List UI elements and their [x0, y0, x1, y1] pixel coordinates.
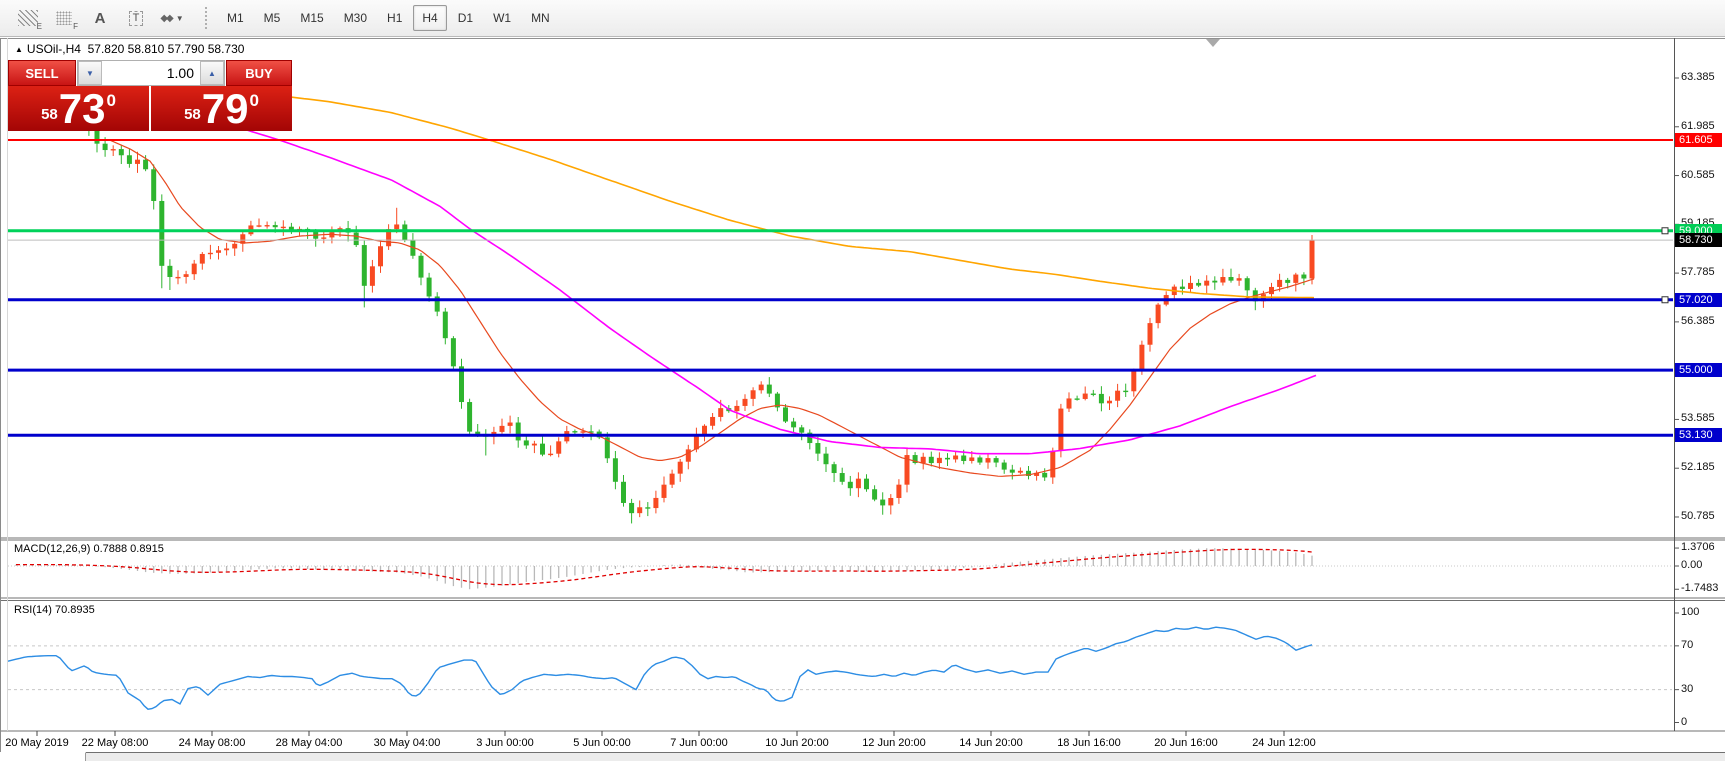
timeframe-D1[interactable]: D1	[457, 11, 474, 25]
date-axis-label: 20 May 2019	[5, 737, 69, 749]
price-axis-label: 56.385	[1681, 314, 1715, 327]
price-line-badge: 57.020	[1675, 292, 1722, 307]
shapes-icon[interactable]: ◆◆ ▼	[160, 12, 184, 24]
date-axis-label: 20 Jun 16:00	[1154, 737, 1218, 749]
price-line-badge: 53.130	[1675, 428, 1722, 443]
ma-mid-line	[239, 127, 1317, 455]
date-axis-label: 18 Jun 16:00	[1057, 737, 1121, 749]
price-axis-label: 53.585	[1681, 412, 1715, 425]
price-line-badge: 55.000	[1675, 363, 1722, 378]
volume-increase-button[interactable]: ▲	[200, 61, 224, 85]
price-line-badge: 61.605	[1675, 133, 1722, 147]
timeframe-MN[interactable]: MN	[531, 11, 550, 25]
price-axis-label: 63.385	[1681, 71, 1715, 83]
timeframe-H1[interactable]: H1	[387, 11, 403, 25]
date-axis-label: 30 May 04:00	[373, 737, 441, 749]
sell-price-button[interactable]: 58 73 0	[8, 86, 149, 131]
price-axis-label: 50.785	[1681, 509, 1715, 522]
volume-decrease-button[interactable]: ▼	[78, 61, 102, 85]
chart-title: ▲ USOil-,H4 57.820 58.810 57.790 58.730	[15, 42, 244, 56]
rsi-line	[7, 626, 1313, 710]
line-handle	[1661, 227, 1669, 235]
chevron-down-icon: ▼	[175, 13, 184, 23]
price-line-badge: 58.730	[1675, 233, 1722, 248]
volume-input[interactable]: 1.00	[166, 65, 194, 81]
date-axis-label: 10 Jun 20:00	[765, 737, 829, 749]
next-window-edge	[0, 752, 1725, 761]
price-axis-label: 60.585	[1681, 168, 1715, 181]
macd-label: MACD(12,26,9) 0.7888 0.8915	[14, 543, 164, 555]
ma-fast-line	[109, 139, 1315, 477]
rsi-pane-layer	[7, 626, 1672, 710]
shift-marker-icon	[1206, 39, 1220, 47]
one-click-trade-panel: SELL ▼ 1.00 ▲ BUY 58 73 0 58 79 0	[8, 60, 292, 131]
buy-button[interactable]: BUY	[226, 60, 292, 86]
timeframe-M1[interactable]: M1	[227, 11, 244, 25]
main-pane-layer	[8, 80, 1673, 524]
price-axis-label: 52.185	[1681, 461, 1715, 474]
next-window-corner	[0, 752, 86, 761]
macd-values: 0.7888 0.8915	[93, 543, 164, 555]
rsi-label: RSI(14) 70.8935	[14, 604, 95, 616]
timeframe-W1[interactable]: W1	[493, 11, 512, 25]
symbol-period: USOil-,H4	[26, 42, 81, 56]
date-axis-label: 24 May 08:00	[178, 737, 246, 749]
pane-borders	[0, 38, 1725, 761]
timeframe-M15[interactable]: M15	[300, 11, 324, 25]
sell-button[interactable]: SELL	[8, 60, 76, 86]
date-axis-label: 5 Jun 00:00	[573, 737, 631, 749]
chart-window[interactable]	[0, 38, 1725, 753]
rsi-axis-label: 0	[1681, 715, 1688, 728]
rsi-axis-label: 100	[1681, 606, 1700, 618]
date-axis-label: 22 May 08:00	[81, 737, 149, 749]
hatch-pattern-icon[interactable]: E	[12, 4, 44, 32]
timeframe-H4[interactable]: H4	[413, 5, 447, 31]
collapse-arrow-icon[interactable]: ▲	[15, 45, 23, 54]
date-axis-label: 24 Jun 12:00	[1252, 737, 1316, 749]
candles-layer	[13, 80, 1315, 524]
rsi-axis-label: 70	[1681, 638, 1694, 651]
rsi-axis-label: 30	[1681, 682, 1694, 695]
ma-slow-line	[267, 93, 1315, 299]
macd-pane-layer	[8, 548, 1672, 590]
timeframe-buttons: M1 M5 M15 M30 H1 H4 D1 W1 MN	[217, 5, 560, 31]
grid-icon[interactable]: F	[48, 4, 80, 32]
date-axis-label: 14 Jun 20:00	[959, 737, 1023, 749]
macd-axis-label: 0.00	[1681, 559, 1703, 571]
date-axis-label: 7 Jun 00:00	[670, 737, 728, 749]
toolbar-grip[interactable]	[204, 6, 209, 30]
price-axis-label: 61.985	[1681, 119, 1715, 132]
ohlc-values: 57.820 58.810 57.790 58.730	[87, 42, 245, 56]
price-axis-label: 57.785	[1681, 266, 1715, 279]
line-handle	[1661, 296, 1669, 304]
buy-price-button[interactable]: 58 79 0	[151, 86, 292, 131]
timeframe-M30[interactable]: M30	[343, 11, 368, 25]
volume-box: ▼ 1.00 ▲	[77, 60, 225, 86]
date-axis-label: 3 Jun 00:00	[476, 737, 534, 749]
macd-axis-label: 1.3706	[1681, 541, 1715, 554]
text-label-icon[interactable]: A	[94, 9, 106, 27]
textbox-icon[interactable]: T	[120, 4, 152, 32]
macd-axis-label: -1.7483	[1681, 582, 1719, 595]
toolbar: E F A T ◆◆ ▼ M1 M5 M15 M30 H1 H4 D1 W1 MN	[0, 0, 1725, 37]
timeframe-M5[interactable]: M5	[263, 11, 281, 25]
date-axis-label: 12 Jun 20:00	[862, 737, 926, 749]
rsi-value: 70.8935	[54, 604, 95, 616]
date-axis-label: 28 May 04:00	[275, 737, 343, 749]
